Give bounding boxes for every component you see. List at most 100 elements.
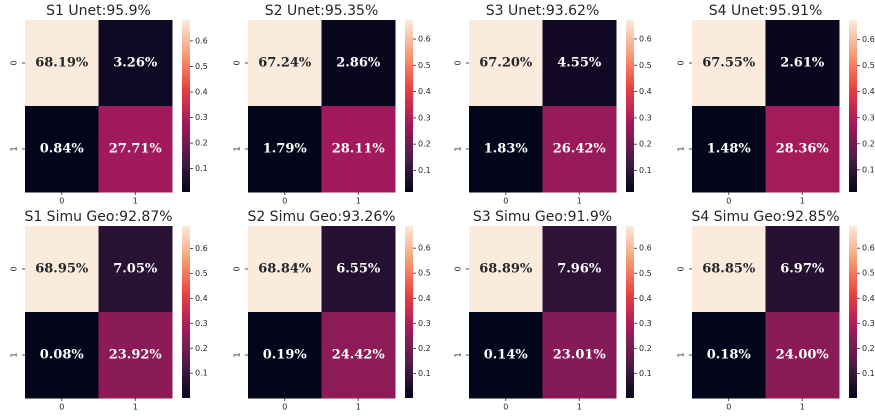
y-tick-label: 1 <box>454 352 463 357</box>
colorbar-tick-label: 0.6 <box>639 244 652 253</box>
panel-title: S2 Unet:95.35% <box>265 3 379 19</box>
panel-title: S3 Unet:93.62% <box>486 3 600 19</box>
colorbar-tick-label: 0.5 <box>862 269 875 278</box>
colorbar <box>405 226 413 398</box>
heatmap-cell <box>469 20 543 107</box>
heatmap-cell <box>321 20 396 107</box>
y-tick-label: 1 <box>10 352 19 357</box>
cell-label: 6.97% <box>780 262 825 277</box>
x-tick-label: 0 <box>726 197 731 206</box>
y-tick-label: 1 <box>10 146 19 151</box>
colorbar-tick-label: 0.2 <box>639 344 652 353</box>
y-tick-label: 1 <box>233 352 242 357</box>
x-tick-label: 1 <box>133 403 138 412</box>
heatmap-panel: S3 Unet:93.62% 67.20% 4.55% 1.83% 26.42% 0 1 0 1… <box>454 3 652 206</box>
colorbar-tick-label: 0.3 <box>862 319 875 328</box>
y-tick-label: 0 <box>677 266 686 271</box>
x-tick-label: 0 <box>282 197 287 206</box>
x-tick-label: 0 <box>503 403 508 412</box>
colorbar-tick-label: 0.3 <box>195 319 208 328</box>
heatmap-panel: S4 Simu Geo:92.85% 68.85% 6.97% 0.18% 24.00%… <box>677 209 875 412</box>
colorbar-tick-label: 0.6 <box>862 244 875 253</box>
colorbar <box>405 20 413 192</box>
heatmap-cell <box>542 20 617 107</box>
colorbar-tick-label: 0.2 <box>418 140 431 149</box>
cell-label: 26.42% <box>553 142 607 157</box>
cell-label: 68.84% <box>258 262 312 277</box>
colorbar <box>626 20 634 192</box>
y-tick-label: 0 <box>454 60 463 65</box>
colorbar-tick-label: 0.2 <box>195 139 208 148</box>
colorbar-tick-label: 0.5 <box>195 62 208 71</box>
cell-label: 23.92% <box>109 348 163 363</box>
heatmap-cell <box>98 106 173 193</box>
x-tick-label: 1 <box>800 403 805 412</box>
x-tick-label: 1 <box>577 403 582 412</box>
colorbar-tick-label: 0.4 <box>862 87 875 96</box>
heatmap-panel: S2 Simu Geo:93.26% 68.84% 6.55% 0.19% 24.42%… <box>233 209 431 412</box>
heatmap-panel: S2 Unet:95.35% 67.24% 2.86% 1.79% 28.11% 0 1 0 1… <box>233 3 431 206</box>
heatmap-cell <box>765 20 840 107</box>
heatmap-cell <box>692 226 766 313</box>
colorbar-tick-label: 0.6 <box>418 244 431 253</box>
panel-title: S1 Unet:95.9% <box>46 3 151 19</box>
cell-label: 24.00% <box>776 348 830 363</box>
heatmap-cell <box>248 226 322 313</box>
colorbar-tick-label: 0.4 <box>418 294 431 303</box>
colorbar-tick-label: 0.5 <box>639 269 652 278</box>
cell-label: 1.79% <box>263 142 308 157</box>
colorbar <box>182 226 190 398</box>
colorbar-tick-label: 0.3 <box>195 113 208 122</box>
y-tick-label: 0 <box>454 266 463 271</box>
colorbar-tick-label: 0.1 <box>639 369 652 378</box>
heatmap-cell <box>248 312 322 399</box>
heatmap-cell <box>692 106 766 193</box>
cell-label: 28.36% <box>776 142 830 157</box>
heatmap-panel: S3 Simu Geo:91.9% 68.89% 7.96% 0.14% 23.01% 0… <box>454 209 652 412</box>
colorbar-tick-label: 0.5 <box>418 269 431 278</box>
colorbar-tick-label: 0.6 <box>195 36 208 45</box>
heatmap-cell <box>25 312 99 399</box>
cell-label: 68.19% <box>35 56 89 71</box>
heatmap-cell <box>692 20 766 107</box>
heatmap-panel: S4 Unet:95.91% 67.55% 2.61% 1.48% 28.36% 0 1 0 1… <box>677 3 875 206</box>
cell-label: 27.71% <box>109 142 163 157</box>
heatmap-cell <box>321 312 396 399</box>
cell-label: 0.19% <box>263 348 308 363</box>
x-tick-label: 1 <box>356 403 361 412</box>
heatmap-cell <box>542 226 617 313</box>
colorbar-tick-label: 0.2 <box>862 344 875 353</box>
colorbar-tick-label: 0.4 <box>195 87 208 96</box>
cell-label: 67.55% <box>702 56 756 71</box>
heatmap-cell <box>248 106 322 193</box>
heatmap-cell <box>321 226 396 313</box>
heatmap-cell <box>25 226 99 313</box>
panel-title: S4 Simu Geo:92.85% <box>691 209 839 225</box>
heatmap-cell <box>321 106 396 193</box>
y-tick-label: 0 <box>10 266 19 271</box>
cell-label: 68.85% <box>702 262 756 277</box>
colorbar-tick-label: 0.4 <box>862 294 875 303</box>
cell-label: 67.24% <box>258 56 312 71</box>
cell-label: 24.42% <box>332 348 386 363</box>
y-tick-label: 0 <box>10 60 19 65</box>
heatmap-cell <box>765 106 840 193</box>
cell-label: 28.11% <box>332 142 386 157</box>
heatmap-cell <box>542 106 617 193</box>
colorbar-tick-label: 0.1 <box>639 166 652 175</box>
colorbar-tick-label: 0.1 <box>862 165 875 174</box>
heatmap-cell <box>765 226 840 313</box>
colorbar-tick-label: 0.6 <box>862 35 875 44</box>
cell-label: 2.61% <box>780 56 825 71</box>
colorbar-tick-label: 0.4 <box>639 87 652 96</box>
cell-label: 67.20% <box>479 56 533 71</box>
heatmap-cell <box>25 106 99 193</box>
colorbar-tick-label: 0.2 <box>639 140 652 149</box>
x-tick-label: 0 <box>282 403 287 412</box>
heatmap-cell <box>692 312 766 399</box>
cell-label: 68.89% <box>479 262 533 277</box>
colorbar-tick-label: 0.1 <box>862 369 875 378</box>
heatmap-cell <box>765 312 840 399</box>
heatmap-cell <box>248 20 322 107</box>
